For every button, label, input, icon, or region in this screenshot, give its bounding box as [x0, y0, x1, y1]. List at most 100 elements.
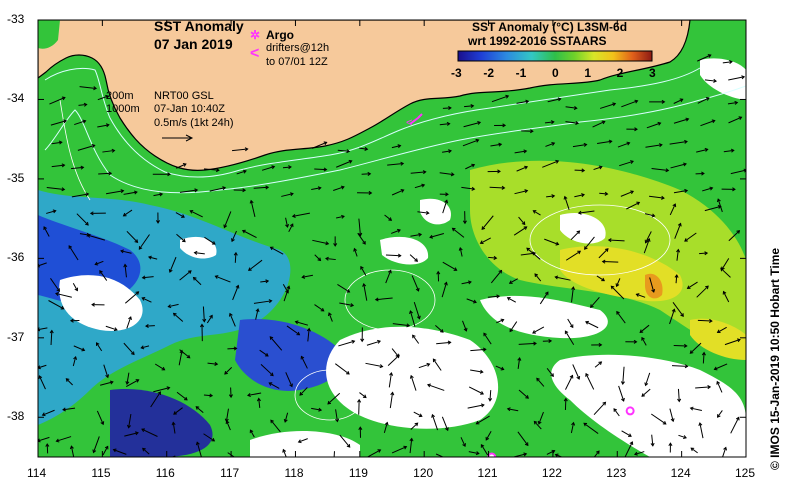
current-vector	[409, 438, 413, 454]
current-vector	[387, 354, 400, 366]
current-vector-head	[294, 320, 299, 325]
current-vector	[105, 325, 118, 331]
current-vector-head	[730, 148, 735, 153]
drifter-legend-sub: to 07/01 12Z	[266, 56, 328, 68]
current-vector-head	[122, 212, 127, 217]
current-vector-head	[604, 248, 609, 252]
current-vector	[439, 172, 454, 176]
current-vector-head	[193, 250, 198, 255]
current-vector	[363, 283, 368, 301]
current-vector	[242, 230, 257, 239]
current-vector	[100, 381, 113, 386]
current-vector	[722, 447, 727, 457]
current-vector-head	[524, 165, 529, 170]
current-vector	[77, 144, 95, 151]
current-vector-head	[61, 96, 66, 101]
current-vector-head	[89, 211, 94, 216]
colorbar-tick-label: -3	[451, 66, 462, 80]
current-vector	[602, 261, 619, 263]
current-vector	[337, 149, 350, 152]
current-vector-head	[585, 320, 589, 325]
current-vector	[704, 205, 721, 212]
current-vector-head	[467, 280, 472, 285]
current-vector	[571, 287, 574, 303]
current-vector-head	[544, 291, 549, 296]
argo-float-marker	[487, 452, 497, 457]
current-vector-head	[563, 195, 568, 200]
current-vector-head	[581, 168, 586, 173]
current-vector	[336, 215, 345, 219]
current-vector	[336, 160, 352, 168]
current-vector	[690, 407, 702, 412]
current-vector	[507, 297, 517, 303]
current-vector	[460, 437, 466, 447]
current-vector-head	[488, 397, 493, 402]
current-vector	[49, 97, 66, 105]
current-vector-head	[483, 332, 487, 337]
current-vector-head	[231, 238, 235, 243]
current-vector-head	[85, 192, 90, 197]
current-vector	[253, 186, 269, 189]
sst-cold-core-mid	[235, 319, 343, 391]
current-vector	[270, 246, 284, 255]
current-vector	[699, 252, 708, 255]
current-vector-head	[616, 310, 620, 315]
current-vector-head	[135, 431, 139, 436]
current-vector	[311, 141, 327, 149]
current-vector	[314, 254, 321, 261]
current-vector-head	[548, 338, 553, 343]
current-vector	[126, 372, 130, 385]
current-vector-head	[301, 274, 306, 279]
current-vector-head	[138, 246, 143, 250]
current-vector-head	[634, 127, 638, 132]
current-vector-head	[320, 307, 325, 312]
current-vector-head	[113, 327, 118, 332]
current-vector-head	[367, 171, 372, 176]
current-vector-head	[362, 240, 366, 245]
current-vector	[565, 375, 573, 390]
current-vector-head	[168, 269, 173, 273]
current-vector	[123, 342, 135, 355]
current-vector-head	[598, 165, 603, 170]
current-vector-head	[704, 251, 709, 256]
current-vector-head	[135, 379, 140, 383]
current-vector	[65, 378, 73, 386]
sst-hot-spot	[645, 273, 663, 299]
current-vector	[286, 325, 300, 336]
current-vector	[618, 385, 625, 402]
current-vector-head	[346, 443, 351, 448]
current-vector-head	[550, 120, 555, 125]
map-frame	[37, 19, 747, 458]
current-vector-head	[550, 373, 554, 378]
current-vector-head	[325, 241, 330, 246]
current-vector-head	[554, 453, 559, 457]
current-vector	[236, 170, 247, 175]
map-title-line2: 07 Jan 2019	[154, 36, 233, 52]
source-label: NRT00 GSL	[154, 90, 214, 102]
current-vector-head	[705, 285, 709, 290]
current-vector-head	[686, 285, 691, 289]
current-vector	[518, 216, 526, 225]
current-vector-head	[630, 160, 634, 164]
current-vector-head	[409, 310, 413, 315]
current-vector	[300, 356, 308, 369]
current-vector	[590, 296, 600, 308]
current-vector-head	[397, 228, 401, 233]
current-vector	[669, 408, 674, 422]
current-vector	[51, 164, 65, 168]
current-vector-head	[661, 99, 666, 104]
current-vector-head	[425, 210, 430, 215]
x-tick-label: 118	[284, 466, 304, 480]
current-vector-head	[716, 329, 721, 334]
current-vector	[87, 234, 106, 241]
current-vector-head	[181, 214, 185, 218]
current-vector	[410, 233, 422, 237]
current-vector	[489, 186, 505, 189]
current-vector	[489, 390, 492, 401]
current-vector-head	[735, 416, 740, 421]
current-vector-head	[111, 148, 116, 153]
current-vector	[195, 406, 204, 414]
current-vector-head	[269, 246, 274, 251]
current-vector	[298, 438, 308, 443]
current-vector	[593, 401, 606, 416]
